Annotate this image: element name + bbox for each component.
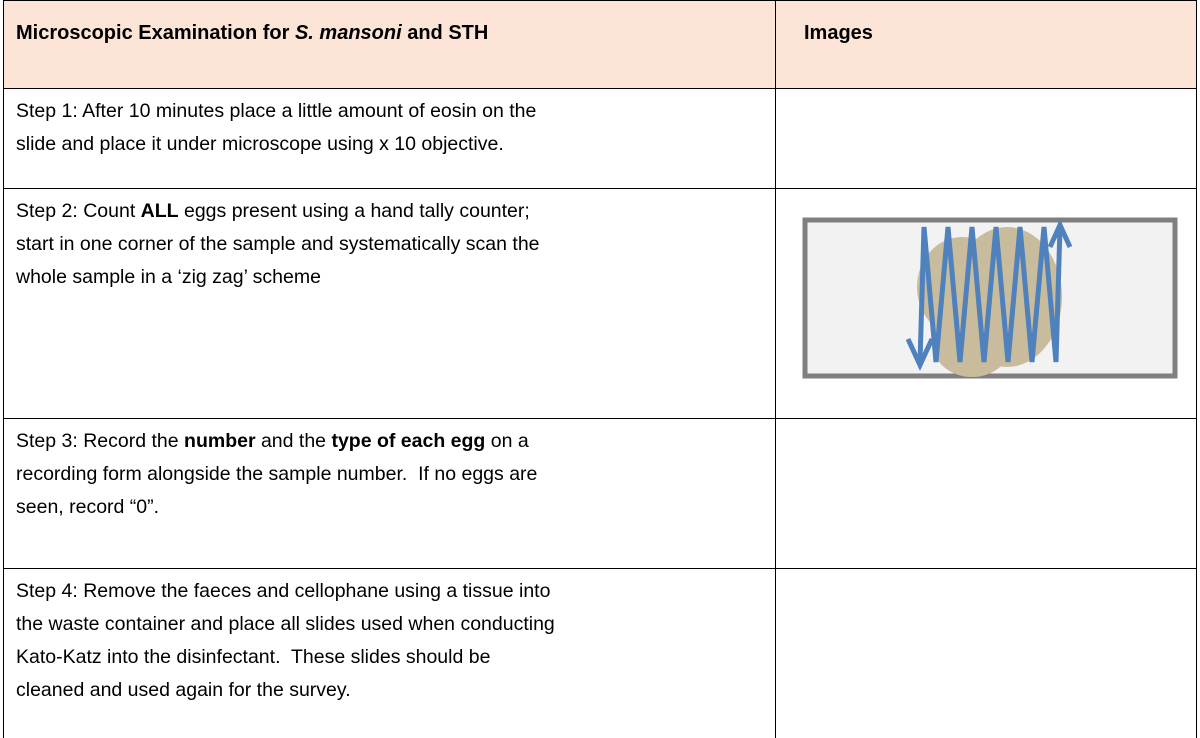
text-run: slide and place it under microscope usin…	[16, 133, 504, 155]
sample	[932, 307, 1012, 377]
text-line: Step 2: Count ALL eggs present using a h…	[16, 195, 775, 228]
text-run: ALL	[140, 200, 179, 222]
arrow-head	[1047, 218, 1073, 249]
header-title: Microscopic Examination for S. mansoni a…	[16, 17, 775, 50]
step-row: Step 4: Remove the faeces and cellophane…	[3, 568, 1197, 738]
text-line: the waste container and place all slides…	[16, 608, 775, 641]
step-cell: Step 4: Remove the faeces and cellophane…	[3, 569, 776, 738]
text-line: slide and place it under microscope usin…	[16, 128, 775, 161]
zigzag-diagram	[802, 217, 1178, 379]
step-cell: Step 3: Record the number and the type o…	[3, 419, 776, 568]
step-row: Step 2: Count ALL eggs present using a h…	[3, 188, 1197, 418]
text-line: whole sample in a ‘zig zag’ scheme	[16, 261, 775, 294]
text-run: recording form alongside the sample numb…	[16, 463, 538, 485]
text-run: on a	[485, 430, 529, 452]
arrow-head	[905, 337, 935, 371]
step-row: Step 3: Record the number and the type o…	[3, 418, 1197, 568]
text-run: Kato-Katz into the disinfectant. These s…	[16, 646, 491, 668]
text-line: Kato-Katz into the disinfectant. These s…	[16, 641, 775, 674]
text-run: Step 2: Count	[16, 200, 141, 222]
text-line: seen, record “0”.	[16, 491, 775, 524]
image-cell	[776, 89, 1197, 188]
table: Microscopic Examination for S. mansoni a…	[3, 0, 1197, 738]
text-run: Step 3: Record the	[16, 430, 185, 452]
text-run: Step 1: After 10 minutes place a little …	[16, 100, 537, 122]
text-run: type of each egg	[331, 430, 486, 452]
header-images: Images	[804, 22, 873, 44]
step-row: Step 1: After 10 minutes place a little …	[3, 88, 1197, 188]
text-run: whole sample in a ‘zig zag’ scheme	[16, 266, 321, 288]
image-cell	[776, 419, 1197, 568]
scan-path	[917, 226, 1063, 363]
step-cell: Step 1: After 10 minutes place a little …	[3, 89, 776, 188]
header-cell: Microscopic Examination for S. mansoni a…	[3, 1, 776, 88]
image-cell	[776, 189, 1197, 418]
text-run: eggs present using a hand tally counter;	[178, 200, 530, 222]
text-line: Step 3: Record the number and the type o…	[16, 425, 775, 458]
text-run: Step 4: Remove the faeces and cellophane…	[16, 580, 551, 602]
text-run: start in one corner of the sample and sy…	[16, 233, 540, 255]
text-run: seen, record “0”.	[16, 496, 160, 518]
text-line: Step 1: After 10 minutes place a little …	[16, 95, 775, 128]
text-line: cleaned and used again for the survey.	[16, 674, 775, 707]
header-row: Microscopic Examination for S. mansoni a…	[3, 0, 1197, 88]
text-run: and STH	[401, 22, 489, 44]
text-run: S. mansoni	[294, 22, 402, 44]
text-run: and the	[255, 430, 332, 452]
text-run: Microscopic Examination for	[16, 22, 295, 44]
text-run: number	[184, 430, 256, 452]
text-line: recording form alongside the sample numb…	[16, 458, 775, 491]
text-run: the waste container and place all slides…	[16, 613, 555, 635]
header-cell: Images	[776, 1, 1197, 88]
text-line: Step 4: Remove the faeces and cellophane…	[16, 575, 775, 608]
step-cell: Step 2: Count ALL eggs present using a h…	[3, 189, 776, 418]
image-cell	[776, 569, 1197, 738]
text-line: start in one corner of the sample and sy…	[16, 228, 775, 261]
text-run: cleaned and used again for the survey.	[16, 679, 351, 701]
